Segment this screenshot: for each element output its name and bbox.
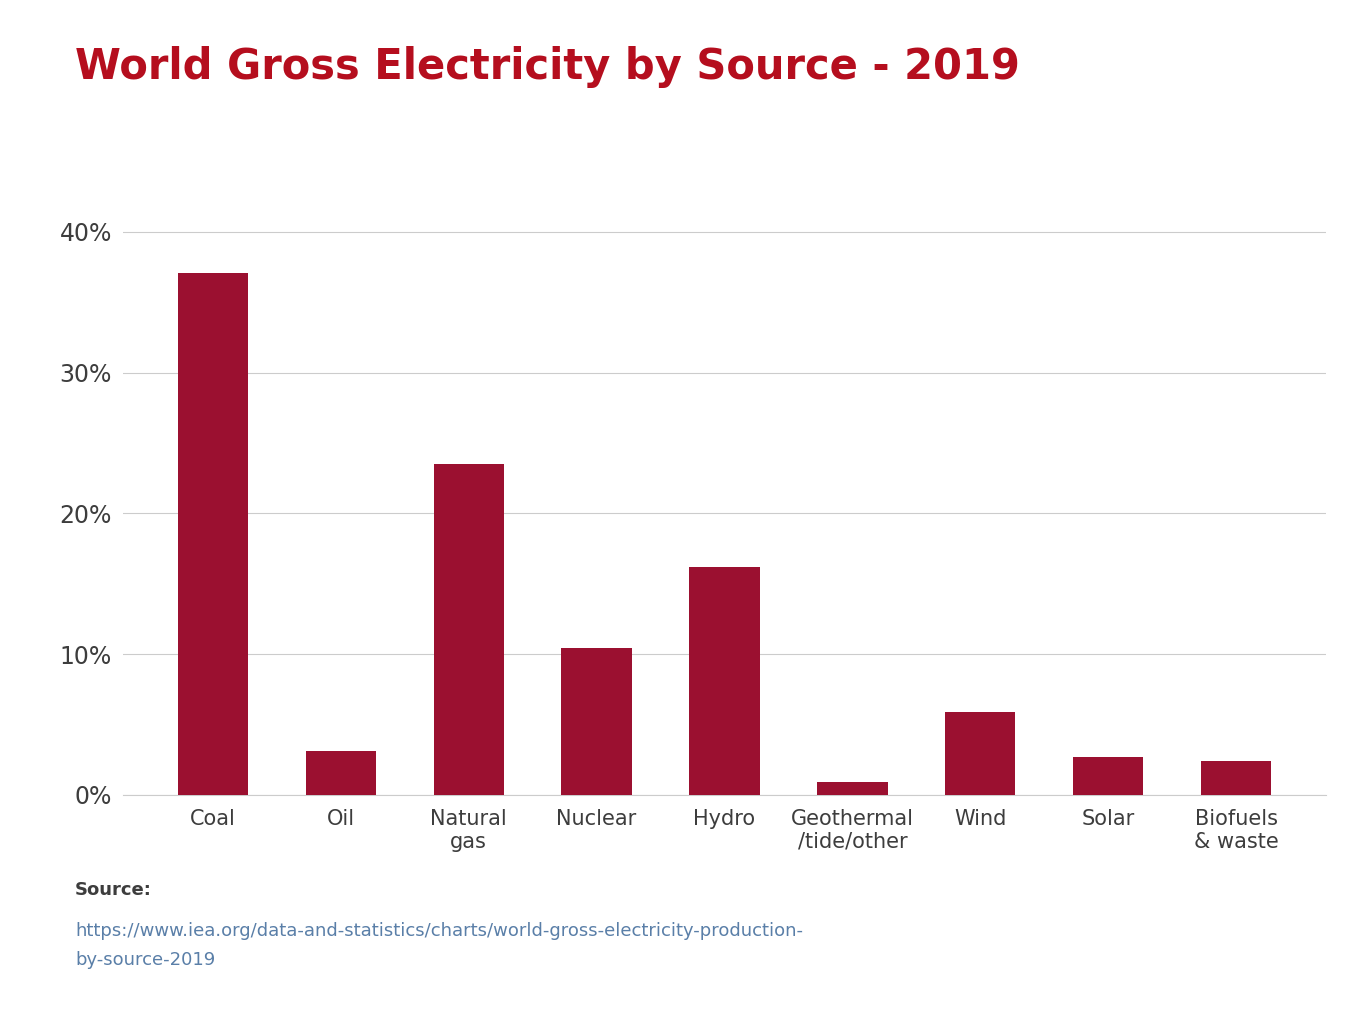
- Bar: [1073, 757, 1143, 795]
- Bar: [433, 464, 504, 795]
- Bar: [178, 273, 247, 795]
- Bar: [689, 567, 760, 795]
- Bar: [1202, 761, 1271, 795]
- Text: https://www.iea.org/data-and-statistics/charts/world-gross-electricity-productio: https://www.iea.org/data-and-statistics/…: [75, 922, 804, 969]
- Text: World Gross Electricity by Source - 2019: World Gross Electricity by Source - 2019: [75, 46, 1020, 88]
- Bar: [817, 783, 887, 795]
- Bar: [945, 712, 1016, 795]
- Bar: [306, 751, 376, 795]
- Text: Source:: Source:: [75, 881, 152, 900]
- Bar: [562, 648, 632, 795]
